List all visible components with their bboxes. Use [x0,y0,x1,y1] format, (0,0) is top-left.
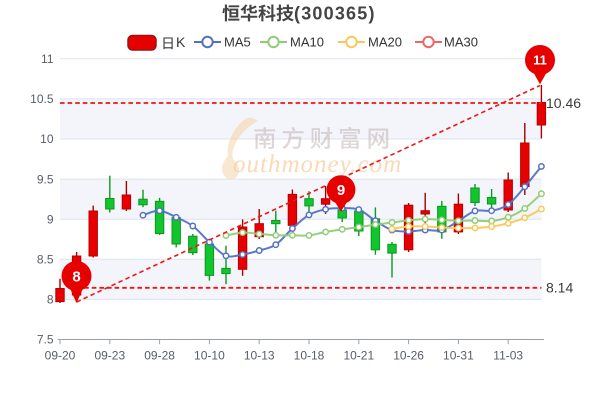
svg-text:10-21: 10-21 [343,349,374,363]
svg-text:09-23: 09-23 [94,349,125,363]
svg-text:09-20: 09-20 [45,349,76,363]
svg-text:9.5: 9.5 [37,172,54,186]
svg-text:(300365): (300365) [294,4,376,24]
svg-text:10-10: 10-10 [194,349,225,363]
svg-text:11: 11 [41,52,54,66]
svg-text:8.5: 8.5 [37,253,54,267]
svg-text:10-31: 10-31 [443,349,474,363]
svg-text:9: 9 [337,182,345,199]
svg-text:MA20: MA20 [368,35,402,50]
svg-text:8: 8 [72,268,80,285]
svg-text:10.5: 10.5 [30,92,54,106]
svg-text:9: 9 [47,212,54,226]
svg-text:K: K [176,34,186,50]
svg-text:10: 10 [40,132,54,146]
svg-text:10-18: 10-18 [294,349,325,363]
svg-text:8.14: 8.14 [546,280,573,296]
svg-text:8: 8 [47,293,54,307]
svg-text:10-26: 10-26 [393,349,424,363]
svg-text:outhmoney.com: outhmoney.com [233,151,402,178]
svg-text:MA10: MA10 [290,35,324,50]
svg-text:10.46: 10.46 [546,95,581,111]
svg-text:09-28: 09-28 [144,349,175,363]
svg-text:11: 11 [533,53,547,68]
svg-text:MA30: MA30 [444,35,478,50]
svg-text:7.5: 7.5 [37,333,54,347]
svg-text:11-03: 11-03 [493,349,523,363]
svg-text:10-13: 10-13 [244,349,275,363]
svg-text:MA5: MA5 [224,35,251,50]
